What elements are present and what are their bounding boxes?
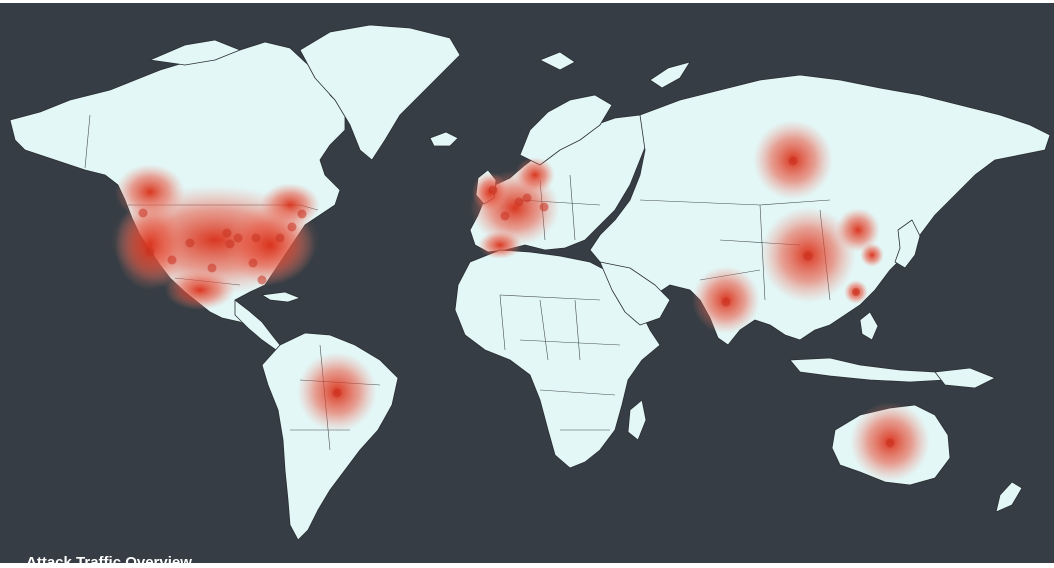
attack-dots <box>138 156 895 448</box>
attack-dot[interactable] <box>852 288 860 296</box>
landmass-scandinavia <box>519 94 613 166</box>
attack-dot[interactable] <box>885 438 895 448</box>
landmass-new-zealand <box>995 481 1023 513</box>
landmass-japan <box>894 219 921 269</box>
attack-dot[interactable] <box>145 247 155 257</box>
attack-dot[interactable] <box>287 222 297 232</box>
landmass-greenland <box>299 24 461 161</box>
attack-dot[interactable] <box>251 233 261 243</box>
landmass-caribbean <box>261 291 301 303</box>
landmass-new-guinea <box>934 367 996 389</box>
attack-dot[interactable] <box>248 258 258 268</box>
attack-dot[interactable] <box>803 251 813 261</box>
attack-dot[interactable] <box>167 255 177 265</box>
landmass-novaya-zemlya <box>649 61 691 89</box>
attack-dot[interactable] <box>222 228 232 238</box>
attack-dot[interactable] <box>332 388 342 398</box>
attack-dot[interactable] <box>185 238 195 248</box>
landmass-arabia <box>599 261 671 326</box>
heat-us-west <box>115 200 185 290</box>
attack-dot[interactable] <box>522 193 532 203</box>
attack-dot[interactable] <box>721 297 731 307</box>
attack-dot[interactable] <box>225 239 235 249</box>
attack-dot[interactable] <box>488 185 498 195</box>
heat-mexico-north <box>165 270 235 310</box>
landmass-africa <box>454 249 661 469</box>
attack-dot[interactable] <box>788 156 798 166</box>
heat-iberia <box>478 231 522 259</box>
attack-dot[interactable] <box>257 275 267 285</box>
attack-dot[interactable] <box>500 211 510 221</box>
attack-dot[interactable] <box>514 197 524 207</box>
attack-dot[interactable] <box>138 208 148 218</box>
attack-dot[interactable] <box>275 233 285 243</box>
landmass-arctic-islands <box>149 39 241 66</box>
attack-dot[interactable] <box>233 233 243 243</box>
attack-dot[interactable] <box>539 202 549 212</box>
attack-dot[interactable] <box>297 209 307 219</box>
heat-china-east <box>836 208 880 252</box>
landmass-madagascar <box>627 399 647 441</box>
map-caption: Attack Traffic Overview <box>26 555 192 567</box>
heat-korea <box>860 243 884 267</box>
landmass-iceland <box>429 131 459 147</box>
landmass-svalbard <box>539 51 576 71</box>
heat-scandinavia <box>515 157 555 193</box>
landmass-philippines <box>859 311 879 341</box>
attack-dot[interactable] <box>207 263 217 273</box>
